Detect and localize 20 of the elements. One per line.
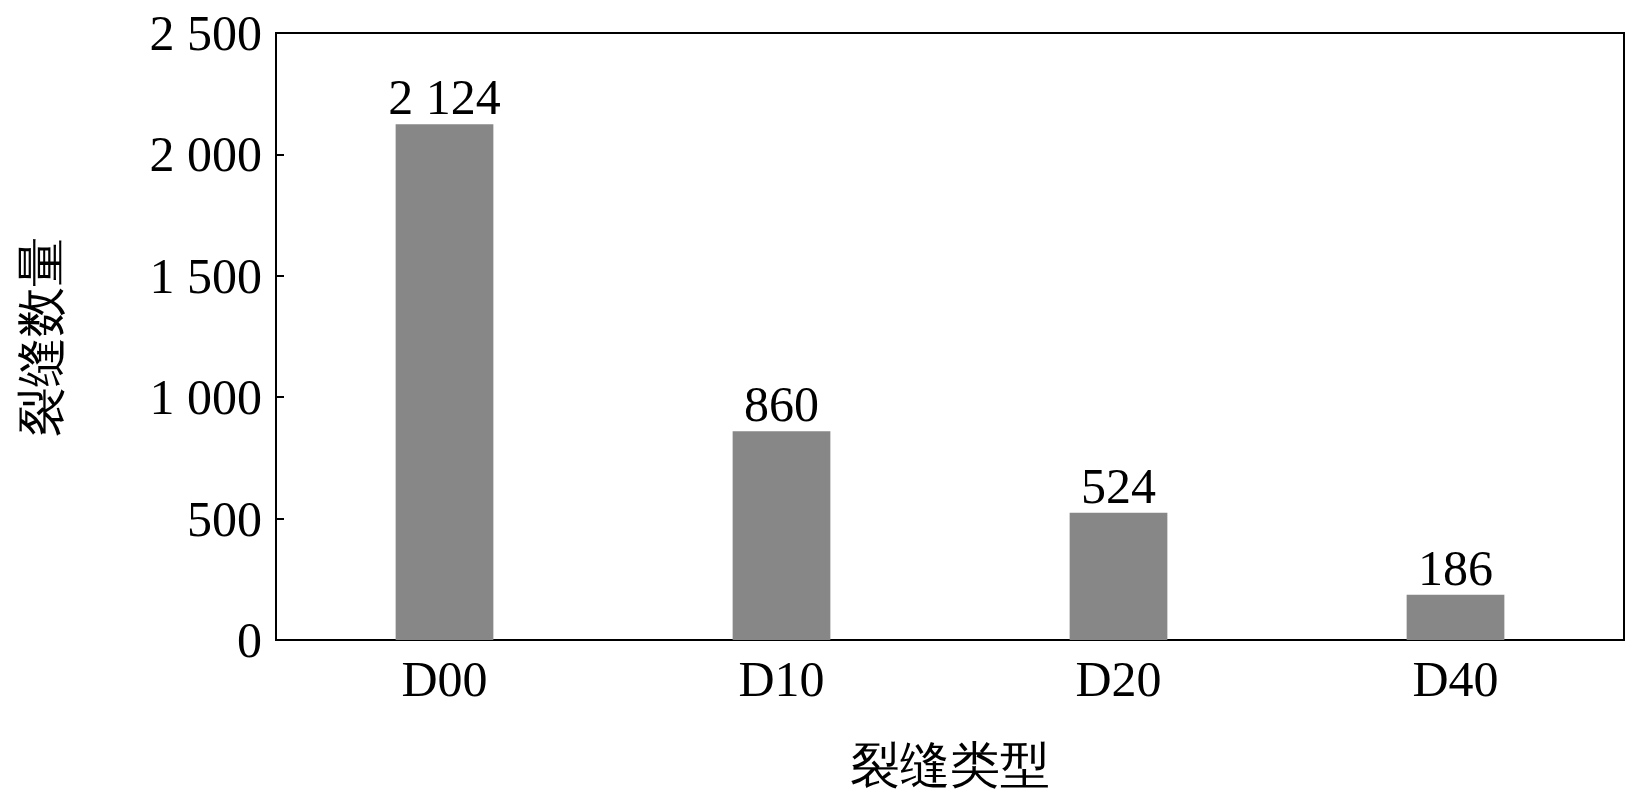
x-tick-label: D10 [738,651,825,707]
bar [732,431,831,640]
y-tick-label: 500 [187,490,262,547]
y-axis-title: 裂缝数量 [13,236,69,437]
y-tick-label: 0 [237,612,262,668]
x-tick-label: D00 [401,651,488,707]
y-tick-label: 2 500 [149,5,262,61]
data-label: 2 124 [388,69,501,126]
data-label: 860 [744,376,819,433]
x-axis-title: 裂缝类型 [850,737,1050,793]
x-tick-label: D40 [1412,651,1499,707]
y-tick-label: 1 500 [149,247,262,304]
bar [395,124,494,640]
data-label: 524 [1081,457,1156,514]
y-tick-label: 2 000 [149,126,262,183]
bar [1406,594,1505,640]
x-tick-label: D20 [1075,651,1162,707]
bar [1069,512,1168,640]
data-label: 186 [1418,539,1493,596]
y-tick-label: 1 000 [149,369,262,426]
